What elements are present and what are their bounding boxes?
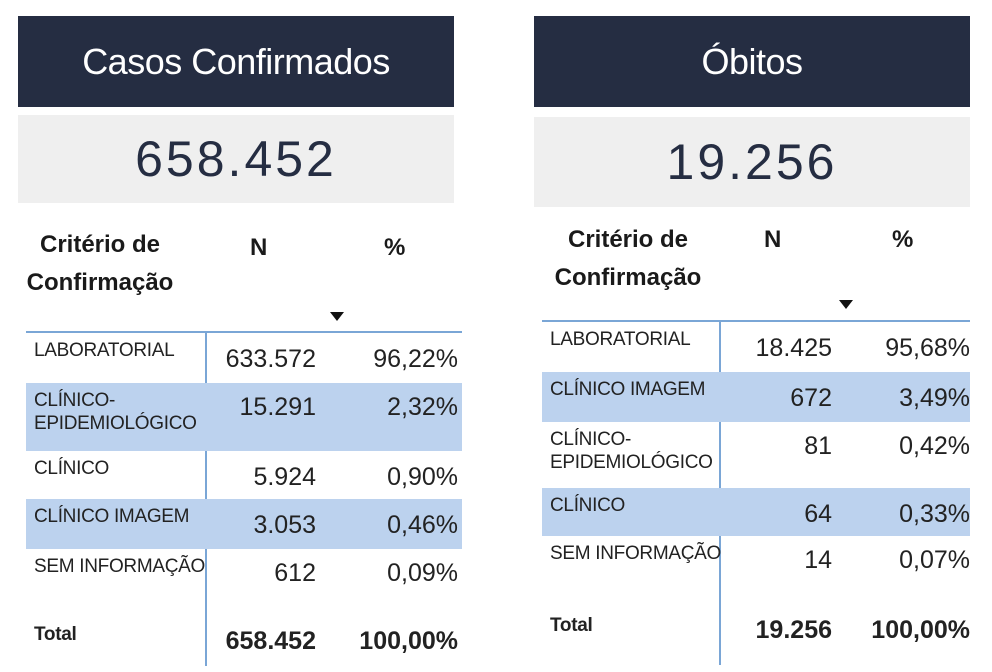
row-label: LABORATORIAL — [34, 340, 175, 361]
total-pct: 100,00% — [871, 616, 970, 644]
row-pct: 0,90% — [387, 463, 458, 491]
row-pct: 2,32% — [387, 393, 458, 421]
table-row[interactable]: LABORATORIAL 633.572 96,22% — [26, 333, 462, 383]
row-label: SEM INFORMAÇÃO — [34, 556, 206, 577]
criterio-header[interactable]: Critério de Confirmação — [26, 231, 174, 296]
row-n: 5.924 — [253, 463, 316, 491]
pct-header[interactable]: % — [892, 226, 914, 253]
table-row[interactable]: CLÍNICO 5.924 0,90% — [26, 451, 462, 499]
row-label: CLÍNICO — [550, 495, 625, 516]
casos-confirmados-title: Casos Confirmados — [18, 16, 454, 107]
row-pct: 96,22% — [373, 345, 458, 373]
row-n: 3.053 — [253, 511, 316, 539]
table-row[interactable]: LABORATORIAL 18.425 95,68% — [542, 322, 978, 372]
row-label: CLÍNICO IMAGEM — [34, 506, 190, 527]
row-n: 14 — [804, 546, 832, 574]
total-row[interactable]: Total 658.452 100,00% — [26, 617, 462, 672]
row-pct: 0,46% — [387, 511, 458, 539]
table-row[interactable]: CLÍNICO IMAGEM 3.053 0,46% — [26, 499, 462, 549]
obitos-total-card: 19.256 — [534, 117, 970, 207]
row-pct: 0,09% — [387, 559, 458, 587]
row-label: CLÍNICO — [34, 458, 109, 479]
table-header-divider — [26, 331, 462, 333]
row-label: CLÍNICO-EPIDEMIOLÓGICO — [34, 390, 197, 434]
total-n: 19.256 — [755, 616, 832, 644]
table-row[interactable]: CLÍNICO-EPIDEMIOLÓGICO 15.291 2,32% — [26, 383, 462, 451]
row-n: 81 — [804, 432, 832, 460]
obitos-title: Óbitos — [534, 16, 970, 107]
total-row[interactable]: Total 19.256 100,00% — [542, 608, 978, 664]
table-header-divider — [542, 320, 970, 322]
table-row[interactable]: CLÍNICO-EPIDEMIOLÓGICO 81 0,42% — [542, 422, 978, 488]
row-n: 18.425 — [755, 334, 832, 362]
total-n: 658.452 — [225, 627, 316, 655]
row-label: LABORATORIAL — [550, 329, 691, 350]
table-row[interactable]: CLÍNICO 64 0,33% — [542, 488, 970, 536]
row-pct: 3,49% — [899, 384, 970, 412]
total-pct: 100,00% — [359, 627, 458, 655]
n-header[interactable]: N — [250, 234, 268, 261]
casos-confirmados-total-card: 658.452 — [18, 115, 454, 203]
row-n: 672 — [790, 384, 832, 412]
row-n: 612 — [274, 559, 316, 587]
table-row[interactable]: SEM INFORMAÇÃO 612 0,09% — [26, 549, 462, 617]
row-label: CLÍNICO-EPIDEMIOLÓGICO — [550, 429, 713, 473]
row-n: 15.291 — [239, 393, 316, 421]
criterio-header[interactable]: Critério de Confirmação — [554, 226, 702, 291]
table-column-divider — [205, 331, 207, 666]
sort-descending-icon[interactable] — [839, 300, 853, 309]
row-pct: 0,42% — [899, 432, 970, 460]
sort-descending-icon[interactable] — [330, 312, 344, 321]
row-n: 633.572 — [225, 345, 316, 373]
row-label: SEM INFORMAÇÃO — [550, 543, 722, 564]
total-label: Total — [34, 624, 77, 645]
row-label: CLÍNICO IMAGEM — [550, 379, 706, 400]
table-row[interactable]: SEM INFORMAÇÃO 14 0,07% — [542, 536, 978, 608]
row-n: 64 — [804, 500, 832, 528]
table-row[interactable]: CLÍNICO IMAGEM 672 3,49% — [542, 372, 970, 422]
n-header[interactable]: N — [764, 226, 782, 253]
pct-header[interactable]: % — [384, 234, 406, 261]
row-pct: 95,68% — [885, 334, 970, 362]
total-label: Total — [550, 615, 593, 636]
row-pct: 0,07% — [899, 546, 970, 574]
row-pct: 0,33% — [899, 500, 970, 528]
